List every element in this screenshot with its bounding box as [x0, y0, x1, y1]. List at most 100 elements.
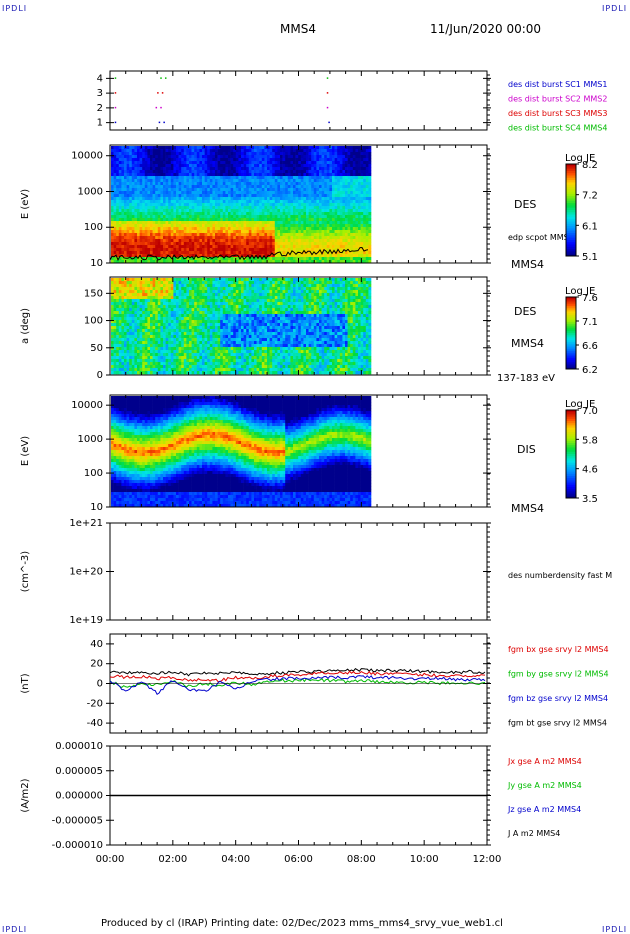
des-pitch-cell: [163, 368, 166, 372]
des-energy-cell: [204, 233, 208, 237]
des-energy-cell: [308, 200, 312, 204]
des-energy-cell: [144, 161, 148, 165]
des-pitch-cell: [116, 311, 120, 315]
des-energy-cell: [147, 170, 151, 174]
des-energy-cell: [163, 206, 166, 210]
des-energy-cell: [131, 236, 135, 240]
des-energy-cell: [152, 218, 156, 222]
des-energy-colorbar-segment: [566, 239, 576, 243]
des-energy-cell: [241, 182, 244, 186]
des-energy-cell: [160, 251, 164, 255]
des-pitch-cell: [157, 353, 161, 357]
des-energy-cell: [189, 206, 192, 210]
des-energy-cell: [124, 227, 127, 231]
des-pitch-cell: [129, 311, 133, 315]
des-energy-cell: [300, 239, 304, 243]
des-energy-cell: [298, 248, 302, 252]
des-energy-cell: [233, 203, 237, 207]
des-energy-cell: [272, 170, 276, 174]
des-energy-cell: [311, 248, 315, 252]
des-energy-cell: [285, 200, 289, 204]
des-energy-cell: [113, 233, 117, 237]
des-pitch-cell: [137, 353, 140, 357]
des-pitch-cell: [111, 359, 114, 363]
des-energy-cell: [111, 152, 114, 156]
des-pitch-cell: [168, 314, 172, 318]
des-energy-cell: [280, 203, 283, 207]
des-energy-cell: [134, 242, 138, 246]
des-energy-cell: [334, 203, 338, 207]
des-energy-cell: [360, 233, 364, 237]
des-energy-cell: [360, 158, 364, 162]
des-energy-cell: [194, 155, 198, 159]
des-energy-cell: [142, 161, 146, 165]
des-energy-cell: [332, 200, 335, 204]
des-pitch-cell: [134, 305, 138, 309]
des-energy-cell: [311, 182, 315, 186]
des-energy-cell: [363, 233, 367, 237]
des-pitch-cell: [134, 332, 138, 336]
des-energy-cell: [111, 218, 114, 222]
des-energy-cell: [365, 242, 369, 246]
des-energy-cell: [222, 158, 226, 162]
des-pitch-cell: [144, 290, 148, 294]
des-energy-cell: [168, 155, 172, 159]
des-energy-cell: [194, 188, 198, 192]
des-energy-cell: [326, 179, 330, 183]
des-pitch-cell: [139, 308, 143, 312]
des-pitch-cell: [131, 320, 135, 324]
des-pitch-cell: [121, 350, 125, 354]
des-energy-cell: [264, 206, 268, 210]
des-energy-cell: [173, 230, 177, 234]
des-energy-cell: [173, 224, 177, 228]
des-energy-cell: [137, 146, 140, 150]
des-pitch-cell: [142, 338, 146, 342]
des-energy-cell: [116, 161, 120, 165]
des-energy-cell: [272, 191, 276, 195]
des-energy-cell: [363, 218, 367, 222]
des-pitch-cell: [178, 281, 182, 285]
des-energy-cell: [311, 251, 315, 255]
des-energy-cell: [311, 227, 315, 231]
des-energy-cell: [186, 245, 190, 249]
des-pitch-cell: [121, 293, 125, 297]
des-pitch-cell: [147, 365, 151, 369]
des-energy-cell: [209, 230, 213, 234]
des-energy-cell: [238, 251, 242, 255]
des-energy-cell: [324, 218, 328, 222]
des-energy-cell: [163, 161, 166, 165]
burst-y-tick-label: 1: [97, 118, 103, 129]
des-energy-cell: [326, 185, 330, 189]
des-pitch-cell: [137, 344, 140, 348]
des-energy-cell: [189, 146, 192, 150]
des-energy-cell: [337, 158, 341, 162]
des-energy-cell: [217, 230, 221, 234]
des-energy-cell: [280, 146, 283, 150]
des-energy-cell: [220, 155, 224, 159]
des-energy-cell: [157, 152, 161, 156]
des-energy-cell: [329, 203, 333, 207]
des-pitch-cell: [147, 314, 151, 318]
des-energy-cell: [176, 248, 179, 252]
des-energy-cell: [165, 206, 169, 210]
des-energy-cell: [269, 227, 273, 231]
des-energy-cell: [134, 200, 138, 204]
des-energy-cell: [298, 194, 302, 198]
des-energy-cell: [280, 173, 283, 177]
des-pitch-cell: [129, 320, 133, 324]
des-pitch-cell: [178, 299, 182, 303]
des-energy-cell: [178, 206, 182, 210]
des-pitch-cell: [160, 317, 164, 321]
des-pitch-cell: [137, 317, 140, 321]
des-energy-cell: [243, 185, 247, 189]
des-energy-cell: [155, 212, 159, 216]
des-pitch-cell: [178, 287, 182, 291]
des-energy-cell: [147, 194, 151, 198]
des-energy-cell: [368, 239, 372, 243]
des-energy-cell: [321, 245, 325, 249]
des-energy-cell: [337, 209, 341, 213]
des-energy-cell: [144, 155, 148, 159]
des-energy-cell: [337, 170, 341, 174]
des-energy-cell: [220, 200, 224, 204]
des-energy-cell: [254, 209, 257, 213]
